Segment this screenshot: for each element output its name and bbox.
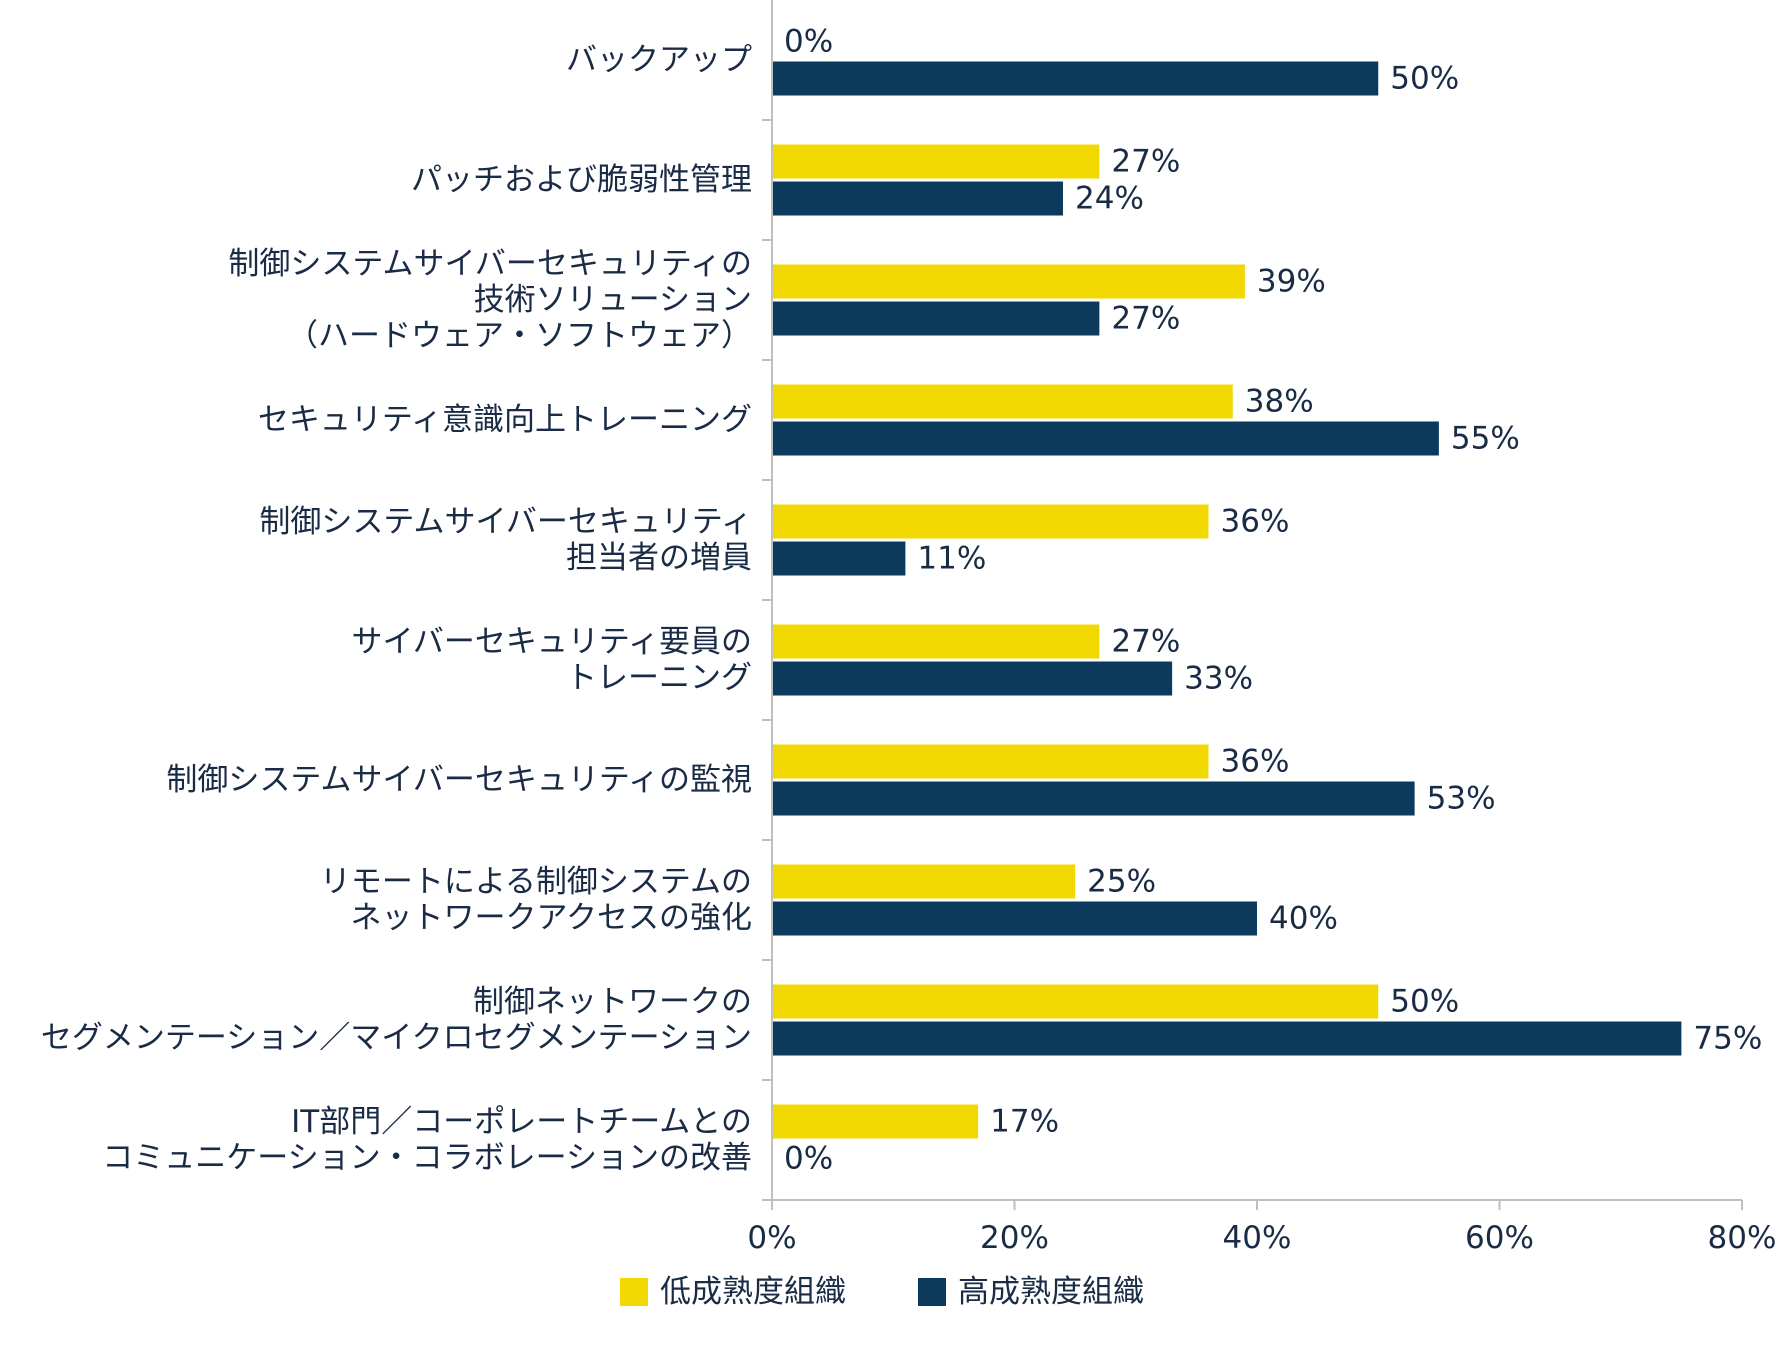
data-label: 53% (1427, 781, 1496, 817)
legend-swatch-low (620, 1278, 648, 1306)
category-label: 制御システムサイバーセキュリティの技術ソリューション（ハードウェア・ソフトウェア… (228, 246, 752, 354)
bar-low (772, 504, 1209, 539)
x-tick-label: 0% (747, 1220, 796, 1256)
bar-low (772, 264, 1245, 299)
bar-high (772, 421, 1439, 456)
data-label: 39% (1257, 264, 1326, 300)
data-label: 17% (990, 1104, 1059, 1140)
category-label: リモートによる制御システムのネットワークアクセスの強化 (320, 864, 752, 936)
data-label: 0% (784, 24, 833, 60)
x-tick-labels: 0% 20% 40% 60% 80% (747, 1220, 1776, 1256)
x-tick-label: 60% (1465, 1220, 1534, 1256)
bar-high (772, 181, 1063, 216)
bar-high (772, 661, 1173, 696)
category-label: 制御ネットワークのセグメンテーション／マイクロセグメンテーション (41, 984, 752, 1056)
data-label: 40% (1269, 901, 1338, 937)
data-label: 27% (1111, 301, 1180, 337)
category-label: IT部門／コーポレートチームとのコミュニケーション・コラボレーションの改善 (102, 1104, 752, 1176)
data-label: 75% (1693, 1021, 1762, 1057)
data-label: 55% (1451, 421, 1520, 457)
bar-high (772, 61, 1379, 96)
category-label: 制御システムサイバーセキュリティ担当者の増員 (259, 504, 752, 576)
data-label: 25% (1087, 864, 1156, 900)
category-labels: バックアップパッチおよび脆弱性管理制御システムサイバーセキュリティの技術ソリュー… (41, 42, 752, 1176)
data-label: 0% (784, 1141, 833, 1177)
data-label: 33% (1184, 661, 1253, 697)
legend-swatch-high (918, 1278, 946, 1306)
data-label: 24% (1075, 181, 1144, 217)
bar-low (772, 1104, 979, 1139)
bar-high (772, 541, 906, 576)
data-label: 27% (1111, 624, 1180, 660)
category-label: サイバーセキュリティ要員のトレーニング (351, 624, 752, 696)
value-labels: 0%50%27%24%39%27%38%55%36%11%27%33%36%53… (784, 24, 1762, 1177)
bar-high (772, 901, 1257, 936)
data-label: 50% (1390, 984, 1459, 1020)
category-label: バックアップ (566, 42, 752, 78)
legend-label: 低成熟度組織 (660, 1274, 846, 1310)
category-label: セキュリティ意識向上トレーニング (258, 402, 752, 438)
bars (772, 61, 1682, 1139)
bar-high (772, 301, 1100, 336)
bar-low (772, 144, 1100, 179)
bar-low (772, 864, 1076, 899)
bar-low (772, 624, 1100, 659)
x-tick-label: 40% (1223, 1220, 1292, 1256)
bar-low (772, 384, 1233, 419)
x-tick-label: 20% (980, 1220, 1049, 1256)
bar-high (772, 1021, 1682, 1056)
bar-high (772, 781, 1415, 816)
x-tick-label: 80% (1708, 1220, 1777, 1256)
bar-low (772, 984, 1379, 1019)
legend-label: 高成熟度組織 (958, 1274, 1144, 1310)
bar-low (772, 744, 1209, 779)
legend: 低成熟度組織 高成熟度組織 (620, 1274, 1144, 1310)
data-label: 27% (1111, 144, 1180, 180)
data-label: 11% (917, 541, 986, 577)
data-label: 36% (1221, 504, 1290, 540)
category-label: パッチおよび脆弱性管理 (411, 162, 752, 198)
category-label: 制御システムサイバーセキュリティの監視 (166, 762, 752, 798)
data-label: 38% (1245, 384, 1314, 420)
data-label: 50% (1390, 61, 1459, 97)
axes (762, 0, 1743, 1210)
data-label: 36% (1221, 744, 1290, 780)
